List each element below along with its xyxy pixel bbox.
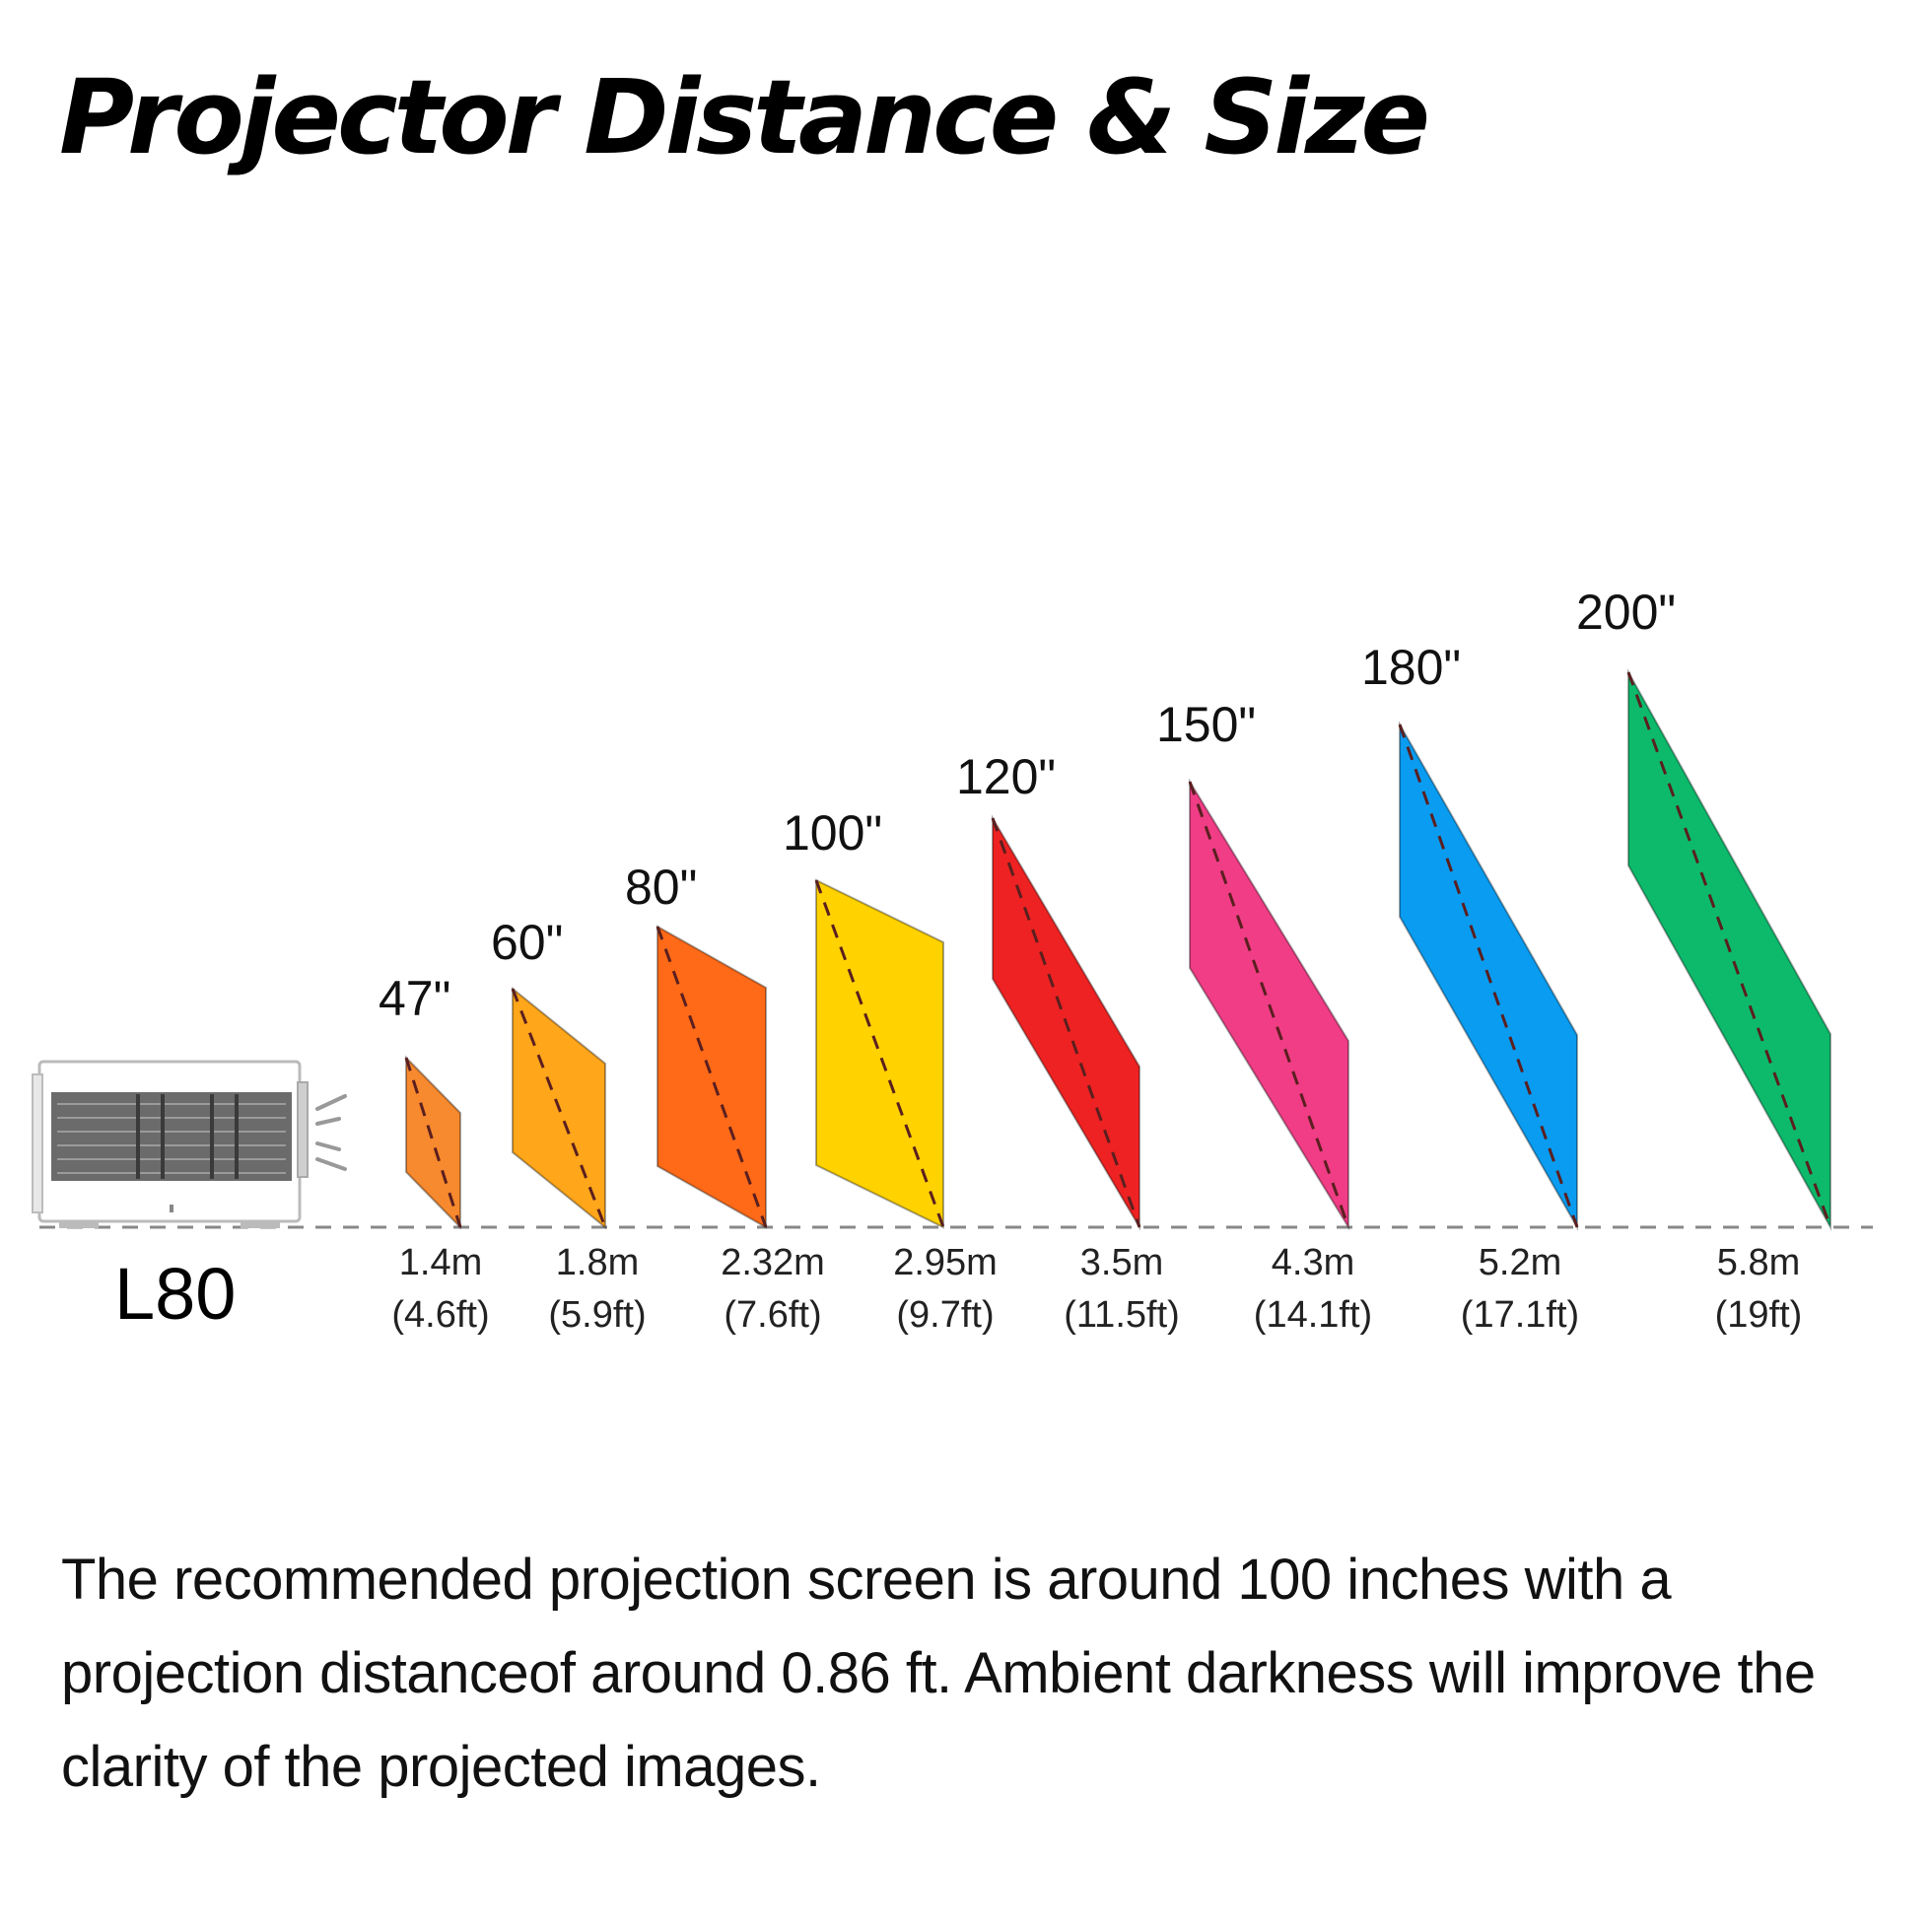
projector-grille	[51, 1092, 292, 1181]
screen-shape	[815, 878, 944, 1229]
screen-size-label: 200"	[1576, 585, 1676, 640]
description-text: The recommended projection screen is aro…	[61, 1548, 1816, 1799]
screen-6: 150" 4.3m (14.1ft)	[1156, 697, 1372, 1336]
distance-ft-label: (7.6ft)	[724, 1294, 821, 1336]
screen-diagonal	[1398, 724, 1579, 1228]
screen-shape	[1189, 778, 1349, 1231]
page-title: Projector Distance & Size	[59, 57, 1430, 177]
distance-ft-label: (5.9ft)	[548, 1294, 646, 1336]
screen-diagonal	[656, 926, 768, 1228]
distance-m-label: 3.5m	[1080, 1242, 1163, 1283]
screen-size-label: 150"	[1156, 697, 1256, 752]
screen-size-label: 120"	[956, 749, 1056, 804]
screen-diagonal	[1188, 781, 1350, 1228]
distance-ft-label: (9.7ft)	[896, 1294, 994, 1336]
screen-size-label: 47"	[379, 971, 450, 1026]
distance-ft-label: (11.5ft)	[1064, 1294, 1180, 1336]
screen-3: 80" 2.32m (7.6ft)	[625, 860, 825, 1336]
screen-8: 200" 5.8m (19ft)	[1576, 585, 1832, 1336]
screen-7: 180" 5.2m (17.1ft)	[1361, 640, 1579, 1336]
model-label: L80	[114, 1253, 236, 1335]
screen-4: 100" 2.95m (9.7ft)	[783, 805, 998, 1336]
screen-diagonal	[814, 879, 945, 1228]
distance-ft-label: (19ft)	[1715, 1294, 1803, 1336]
screen-diagonal	[511, 988, 607, 1228]
projector-device	[32, 1060, 347, 1228]
screen-2: 60" 1.8m (5.9ft)	[491, 915, 647, 1336]
screen-size-label: 100"	[783, 805, 882, 861]
distance-m-label: 1.4m	[399, 1242, 482, 1283]
distance-ft-label: (17.1ft)	[1461, 1294, 1579, 1336]
distance-m-label: 4.3m	[1272, 1242, 1354, 1283]
distance-ft-label: (14.1ft)	[1254, 1294, 1372, 1336]
distance-m-label: 2.32m	[721, 1242, 825, 1283]
distance-ft-label: (4.6ft)	[391, 1294, 489, 1336]
screen-1: 47" 1.4m (4.6ft)	[379, 971, 490, 1336]
distance-m-label: 2.95m	[893, 1242, 998, 1283]
light-beam-icon	[315, 1094, 347, 1171]
screens-layer: 47" 1.4m (4.6ft) 60" 1.8m (5.9ft) 80" 2.32m (7.6…	[379, 585, 1832, 1336]
screen-size-label: 60"	[491, 915, 563, 970]
distance-m-label: 1.8m	[556, 1242, 639, 1283]
screen-size-label: 80"	[625, 860, 697, 915]
screen-5: 120" 3.5m (11.5ft)	[956, 749, 1180, 1336]
screen-diagonal	[991, 817, 1141, 1228]
distance-m-label: 5.2m	[1479, 1242, 1561, 1283]
screen-size-label: 180"	[1361, 640, 1461, 695]
screen-diagonal	[1626, 671, 1832, 1228]
screen-diagonal	[404, 1057, 462, 1228]
distance-m-label: 5.8m	[1717, 1242, 1800, 1283]
